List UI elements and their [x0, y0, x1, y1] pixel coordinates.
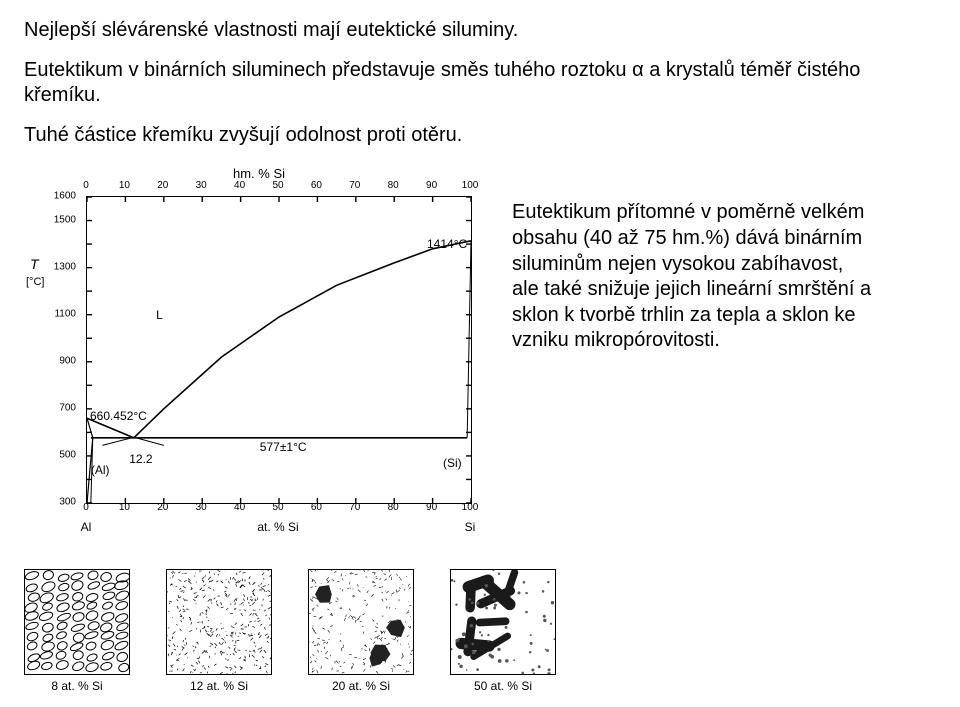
chart-y-axis-unit: [°C] [26, 276, 44, 288]
chart-label-melt-si: 1414°C [427, 237, 467, 251]
chart-tick-bottom: 60 [311, 502, 322, 513]
microstructure-thumbnail: 12 at. % Si [166, 569, 272, 693]
microstructure-thumbnail: 20 at. % Si [308, 569, 414, 693]
chart-tick-bottom: 100 [462, 502, 479, 513]
paragraph-2: Eutektikum v binárních siluminech předst… [24, 58, 936, 109]
chart-tick-top: 90 [426, 180, 437, 191]
chart-tick-y: 1600 [54, 191, 76, 202]
microstructure-svg [24, 569, 130, 675]
side-paragraph: Eutektikum přítomné v poměrně velkém obs… [512, 162, 872, 354]
chart-label-si-phase: (Si) [443, 456, 462, 470]
chart-tick-top: 0 [83, 180, 89, 191]
chart-tick-top: 30 [196, 180, 207, 191]
chart-tick-bottom: 50 [272, 502, 283, 513]
microstructure-caption: 50 at. % Si [474, 679, 532, 693]
chart-y-ticks: 1600150013001100900700500300 [24, 196, 82, 502]
phase-diagram-chart: hm. % Si 0102030405060708090100 16001500… [24, 166, 494, 558]
chart-tick-y: 1100 [54, 309, 76, 320]
chart-tick-top: 100 [462, 180, 479, 191]
microstructure-caption: 20 at. % Si [332, 679, 390, 693]
chart-tick-top: 50 [272, 180, 283, 191]
chart-bottom-center-label: at. % Si [257, 520, 298, 534]
chart-tick-y: 300 [59, 497, 76, 508]
chart-tick-y: 700 [59, 403, 76, 414]
microstructure-row: 8 at. % Si 12 at. % Si 20 at. % Si 50 at. %… [24, 569, 936, 693]
content-row: hm. % Si 0102030405060708090100 16001500… [24, 162, 936, 558]
chart-label-liquid: L [156, 308, 163, 322]
chart-tick-top: 70 [349, 180, 360, 191]
chart-label-alpha: (Al) [91, 463, 110, 477]
chart-tick-top: 10 [119, 180, 130, 191]
page: Nejlepší slévárenské vlastnosti mají eut… [0, 0, 960, 707]
chart-label-eutectic-temp: 577±1°C [260, 440, 307, 454]
chart-label-melt-al: 660.452°C [90, 409, 147, 423]
chart-tick-bottom: 30 [196, 502, 207, 513]
chart-top-ticks: 0102030405060708090100 [86, 180, 470, 194]
chart-tick-top: 80 [388, 180, 399, 191]
microstructure-svg [450, 569, 556, 675]
chart-label-eutectic-x: 12.2 [129, 452, 152, 466]
chart-tick-bottom: 80 [388, 502, 399, 513]
microstructure-thumbnail: 50 at. % Si [450, 569, 556, 693]
chart-tick-y: 500 [59, 450, 76, 461]
chart-tick-bottom: 90 [426, 502, 437, 513]
chart-tick-y: 1500 [54, 214, 76, 225]
chart-bottom-right-label: Si [465, 520, 476, 534]
microstructure-caption: 12 at. % Si [190, 679, 248, 693]
chart-tick-top: 40 [234, 180, 245, 191]
chart-tick-bottom: 20 [157, 502, 168, 513]
chart-bottom-left-label: Al [81, 520, 92, 534]
chart-tick-bottom: 0 [83, 502, 89, 513]
chart-tick-top: 60 [311, 180, 322, 191]
microstructure-caption: 8 at. % Si [51, 679, 102, 693]
chart-top-axis-title: hm. % Si [24, 166, 494, 181]
microstructure-svg [308, 569, 414, 675]
chart-plot-area: L 660.452°C 577±1°C 12.2 1414°C (Al) (Si… [86, 196, 472, 504]
paragraph-3: Tuhé částice křemíku zvyšují odolnost pr… [24, 123, 936, 149]
chart-tick-bottom: 70 [349, 502, 360, 513]
paragraph-1: Nejlepší slévárenské vlastnosti mají eut… [24, 18, 936, 44]
microstructure-thumbnail: 8 at. % Si [24, 569, 130, 693]
chart-tick-bottom: 10 [119, 502, 130, 513]
chart-y-axis-label: T [30, 256, 39, 272]
chart-bottom-ticks: 0102030405060708090100 [86, 502, 470, 516]
chart-tick-bottom: 40 [234, 502, 245, 513]
chart-tick-y: 900 [59, 356, 76, 367]
chart-tick-top: 20 [157, 180, 168, 191]
microstructure-svg [166, 569, 272, 675]
chart-tick-y: 1300 [54, 261, 76, 272]
